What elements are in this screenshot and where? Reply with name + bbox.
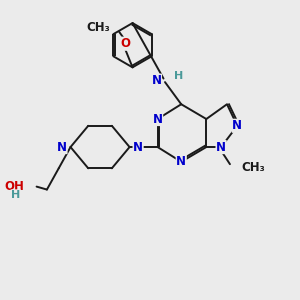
Text: O: O xyxy=(120,37,130,50)
Text: N: N xyxy=(153,112,163,125)
Text: N: N xyxy=(176,155,186,168)
Text: CH₃: CH₃ xyxy=(87,21,110,34)
Text: CH₃: CH₃ xyxy=(241,160,265,174)
Text: N: N xyxy=(232,119,242,132)
Text: OH: OH xyxy=(4,180,24,193)
Text: H: H xyxy=(174,70,183,81)
Text: N: N xyxy=(133,140,143,154)
Text: N: N xyxy=(216,140,226,154)
Text: H: H xyxy=(11,190,20,200)
Text: N: N xyxy=(152,74,161,87)
Text: N: N xyxy=(57,140,67,154)
